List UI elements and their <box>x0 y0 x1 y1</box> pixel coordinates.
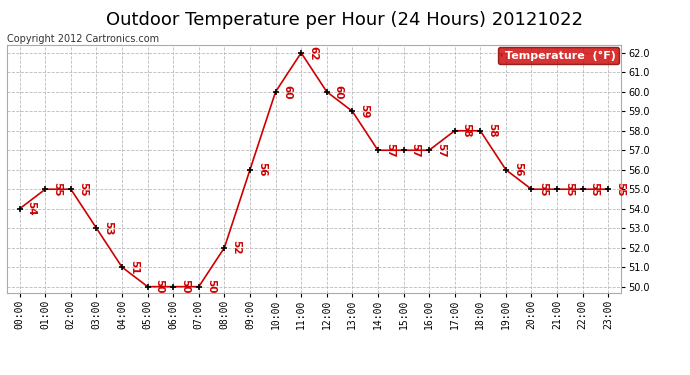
Text: 60: 60 <box>334 84 344 99</box>
Text: 50: 50 <box>180 279 190 294</box>
Text: 59: 59 <box>359 104 369 118</box>
Text: 57: 57 <box>436 143 446 158</box>
Text: 57: 57 <box>411 143 420 158</box>
Text: Outdoor Temperature per Hour (24 Hours) 20121022: Outdoor Temperature per Hour (24 Hours) … <box>106 11 584 29</box>
Text: Copyright 2012 Cartronics.com: Copyright 2012 Cartronics.com <box>7 34 159 44</box>
Text: 58: 58 <box>487 123 497 138</box>
Text: 56: 56 <box>513 162 523 177</box>
Text: 55: 55 <box>52 182 62 196</box>
Text: 55: 55 <box>538 182 549 196</box>
Text: 50: 50 <box>206 279 216 294</box>
Text: 52: 52 <box>231 240 241 255</box>
Text: 60: 60 <box>282 84 293 99</box>
Legend: Temperature  (°F): Temperature (°F) <box>498 47 619 64</box>
Text: 57: 57 <box>385 143 395 158</box>
Text: 55: 55 <box>78 182 88 196</box>
Text: 50: 50 <box>155 279 165 294</box>
Text: 53: 53 <box>104 221 113 236</box>
Text: 51: 51 <box>129 260 139 274</box>
Text: 56: 56 <box>257 162 267 177</box>
Text: 55: 55 <box>615 182 625 196</box>
Text: 54: 54 <box>27 201 37 216</box>
Text: 55: 55 <box>589 182 600 196</box>
Text: 58: 58 <box>462 123 472 138</box>
Text: 55: 55 <box>564 182 574 196</box>
Text: 62: 62 <box>308 45 318 60</box>
